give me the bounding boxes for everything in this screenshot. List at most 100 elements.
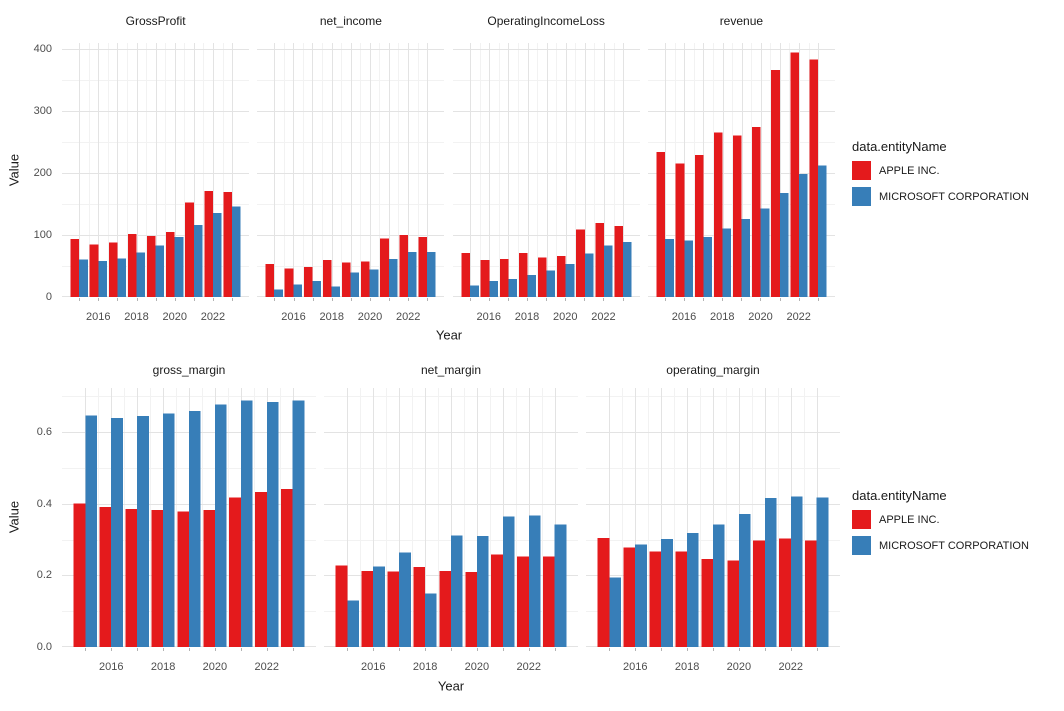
y-axis-tick-label: 0.4 [36,497,52,510]
x-axis-tick [425,648,426,651]
bar [817,165,827,297]
x-axis-tick [373,648,374,651]
x-axis-tick [451,648,452,651]
bar [284,268,294,297]
x-axis-tick-label: 2016 [281,311,306,323]
y-axis-tick-label: 0.6 [36,426,52,439]
bar [155,245,165,297]
bar [565,264,574,297]
bar [798,174,808,297]
x-axis-title: Year [435,327,463,343]
bar [517,556,529,647]
legend-title: data.entityName [852,139,947,154]
bar [760,208,770,297]
bar [418,236,428,297]
x-axis-tick-label: 2016 [360,661,386,673]
bar [790,52,799,297]
bar [439,571,451,647]
bar [476,536,489,647]
x-axis-tick [791,648,792,651]
bar [265,263,275,297]
bar [240,400,253,647]
bar [603,245,613,297]
bar [738,514,751,647]
bar [85,415,97,647]
bar [399,552,411,647]
bar [546,270,555,297]
bar [137,416,149,647]
x-axis-tick [818,298,819,301]
y-axis-tick-label: 0 [45,291,52,303]
bar [753,540,765,647]
bar [293,284,303,297]
y-axis-tick-label: 200 [33,167,52,179]
x-axis-tick [241,648,242,651]
x-axis-tick-label: 2018 [514,311,540,323]
x-axis-tick [293,648,294,651]
bar [214,404,227,647]
x-axis-tick-label: 2020 [748,311,773,323]
x-axis-tick [529,648,530,651]
x-axis-tick [477,648,478,651]
x-axis-tick [399,648,400,651]
x-axis-tick-label: 2018 [412,661,438,673]
bar [480,259,489,297]
x-axis-tick [117,298,118,301]
bar [79,259,88,297]
bar [163,413,175,647]
bar [451,535,463,647]
x-axis-tick-label: 2018 [674,661,700,673]
x-axis-tick [503,648,504,651]
bar [779,192,789,297]
bar [73,503,86,647]
bar [369,269,379,297]
x-axis-tick-label: 2020 [162,311,187,323]
x-axis-tick [111,648,112,651]
facet-panel-operating_margin [586,388,840,647]
bar [635,544,647,647]
bar [136,252,146,297]
bar [108,242,118,297]
x-axis-tick [661,648,662,651]
x-axis-tick [817,648,818,651]
bar [664,238,674,297]
bar [675,551,688,647]
bar [185,202,194,297]
bar [779,538,791,647]
bar [399,235,409,297]
facet-panel-grossprofit [62,43,249,297]
x-axis-tick [799,298,800,301]
x-axis-tick-label: 2020 [552,311,578,323]
bar [427,252,436,297]
bar [656,152,665,297]
legend-key-swatch [852,536,871,555]
x-axis-tick [427,298,428,301]
bar [413,566,426,647]
x-axis-tick [370,298,371,301]
bar [98,260,107,297]
x-axis-tick [294,298,295,301]
bar [177,511,189,647]
bar [609,577,621,647]
x-axis-tick [175,298,176,301]
x-axis-tick [232,298,233,301]
bar [380,238,390,297]
bar [361,571,374,647]
x-axis-tick-label: 2022 [254,661,279,673]
bar [816,497,829,647]
bar [584,253,593,297]
x-axis-tick [555,648,556,651]
x-axis-tick-label: 2022 [591,311,616,323]
bar [713,132,723,297]
x-axis-tick-label: 2022 [200,311,226,323]
y-axis-tick-label: 100 [33,229,52,241]
x-axis-tick [665,298,666,301]
x-axis-tick [313,298,314,301]
x-axis-tick [760,298,761,301]
facet-panel-operatingincomeloss [452,43,640,297]
bar [502,516,515,647]
x-axis-tick [741,298,742,301]
x-axis-tick-label: 2018 [124,311,149,323]
